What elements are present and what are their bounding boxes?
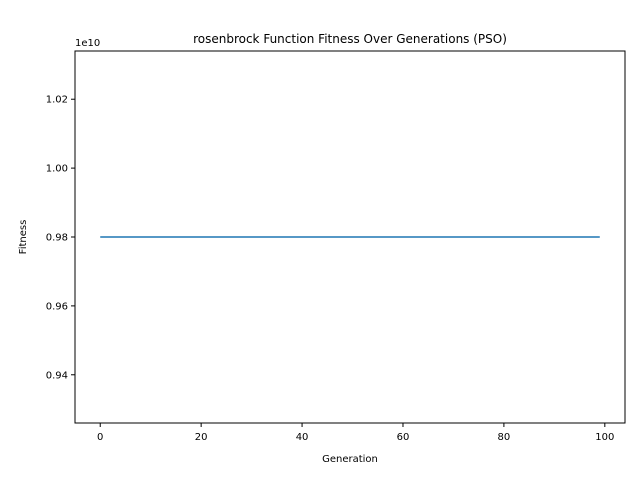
x-tick-label: 20	[195, 432, 208, 443]
y-axis-title: Fitness	[18, 220, 29, 255]
y-tick-label: 0.94	[46, 370, 68, 381]
x-tick-label: 100	[595, 432, 614, 443]
x-tick-label: 0	[97, 432, 103, 443]
y-tick-label: 1.00	[46, 164, 68, 175]
x-axis-title: Generation	[322, 454, 378, 465]
y-tick-label: 0.98	[46, 233, 68, 244]
chart-title: rosenbrock Function Fitness Over Generat…	[193, 32, 507, 46]
x-tick-label: 40	[296, 432, 309, 443]
y-tick-label: 0.96	[46, 301, 68, 312]
y-axis: 0.94 0.96 0.98 1.00 1.02	[46, 95, 75, 381]
y-offset-label: 1e10	[75, 38, 100, 49]
x-axis: 0 20 40 60 80 100	[97, 423, 614, 443]
x-tick-label: 80	[498, 432, 511, 443]
y-tick-label: 1.02	[46, 95, 68, 106]
x-tick-label: 60	[397, 432, 410, 443]
